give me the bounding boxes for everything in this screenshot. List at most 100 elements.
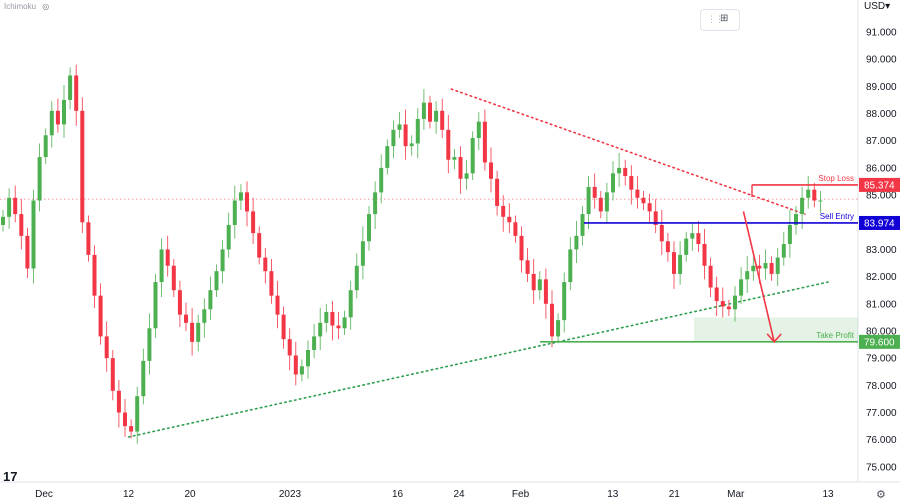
price-tick-label: 87.000 <box>866 136 897 147</box>
candle-body <box>257 233 262 258</box>
candle-body <box>177 290 182 315</box>
candle-body <box>330 311 335 326</box>
candle-body <box>702 244 707 266</box>
candle-body <box>678 254 683 274</box>
candle-body <box>232 200 237 225</box>
time-tick-label: Feb <box>512 489 530 500</box>
indicator-label: Ichimoku <box>4 2 37 11</box>
take-profit-price-text: 79.600 <box>864 337 895 348</box>
candle-body <box>318 322 323 337</box>
candle-body <box>104 336 109 359</box>
candle-body <box>543 279 548 304</box>
candle-body <box>812 189 817 201</box>
candle-body <box>208 290 213 310</box>
price-tick-label: 77.000 <box>866 408 897 419</box>
candle-body <box>62 99 66 125</box>
candle-body <box>525 260 530 274</box>
candle-body <box>592 186 597 198</box>
candle-body <box>74 75 79 111</box>
candle-body <box>428 102 432 122</box>
candle-body <box>379 167 384 193</box>
eye-icon[interactable]: ◎ <box>42 2 50 11</box>
candle-body <box>245 192 249 212</box>
chevron-down-icon: ▾ <box>885 1 891 12</box>
candle-body <box>781 244 786 258</box>
candle-body <box>141 360 146 397</box>
candle-body <box>818 200 823 202</box>
candle-body <box>726 306 731 310</box>
candle-body <box>659 224 664 242</box>
candle-body <box>348 290 353 318</box>
candle-body <box>440 110 445 130</box>
candle-body <box>672 252 676 274</box>
candle-body <box>800 197 805 215</box>
candle-body <box>123 412 127 427</box>
candle-body <box>184 314 188 323</box>
candle-body <box>641 197 646 204</box>
candle-body <box>568 249 573 283</box>
sell-entry-label: Sell Entry <box>820 212 854 221</box>
candle-body <box>604 192 609 212</box>
sell-entry-price-tag <box>859 215 900 230</box>
currency-selector[interactable]: USD▾ <box>864 1 890 12</box>
take-profit-zone <box>694 317 858 342</box>
candle-body <box>720 301 725 307</box>
candle-body <box>507 216 512 223</box>
candle-body <box>220 249 225 272</box>
candle-body <box>360 241 365 266</box>
candle-body <box>537 279 542 291</box>
time-tick-label: 20 <box>184 489 196 500</box>
lower-support-trendline <box>127 281 829 438</box>
gear-icon[interactable]: ⚙ <box>876 489 886 501</box>
candle-body <box>470 138 475 174</box>
price-tick-label: 79.000 <box>866 354 897 365</box>
candle-body <box>293 355 298 375</box>
candle-body <box>806 189 811 198</box>
candle-body <box>19 214 24 236</box>
candle-body <box>489 162 493 179</box>
candle-body <box>190 322 195 342</box>
candle-body <box>598 197 603 212</box>
candle-body <box>751 265 756 272</box>
candle-body <box>421 102 426 119</box>
price-tick-label: 82.000 <box>866 272 897 283</box>
candle-body <box>708 265 713 288</box>
candle-body <box>452 157 457 160</box>
object-tree-icon[interactable]: ⊞ <box>720 13 729 24</box>
chart-toolbar[interactable]: ⋮⋮ ⊞ <box>700 9 740 31</box>
stop-loss-price-tag <box>859 177 900 192</box>
candle-body <box>519 235 524 261</box>
candle-body <box>629 176 634 190</box>
price-tick-label: 85.000 <box>866 191 897 202</box>
candle-body <box>745 271 750 280</box>
indicator-legend[interactable]: Ichimoku ◎ <box>4 2 49 11</box>
candle-body <box>684 238 689 255</box>
price-tick-label: 86.000 <box>866 163 897 174</box>
candle-body <box>238 192 243 201</box>
candle-body <box>299 366 304 375</box>
tradingview-logo[interactable]: 17 <box>3 469 18 484</box>
candle-body <box>275 295 280 315</box>
candle-body <box>68 75 73 100</box>
price-tick-label: 88.000 <box>866 109 897 120</box>
candle-body <box>787 224 792 245</box>
time-tick-label: 13 <box>607 489 619 500</box>
candle-body <box>635 189 640 198</box>
grip-icon[interactable]: ⋮⋮ <box>707 14 724 24</box>
candle-body <box>287 339 292 356</box>
candle-body <box>92 254 97 296</box>
currency-label: USD <box>864 1 886 12</box>
candle-body <box>159 249 164 283</box>
candle-body <box>403 124 408 147</box>
candle-body <box>354 265 359 291</box>
candle-body <box>269 271 274 296</box>
candle-body <box>342 317 347 329</box>
candle-body <box>31 200 36 269</box>
time-tick-label: 24 <box>453 489 465 500</box>
candle-body <box>690 233 695 239</box>
time-tick-label: 12 <box>123 489 135 500</box>
candle-body <box>495 178 500 206</box>
time-tick-label: 2023 <box>279 489 302 500</box>
